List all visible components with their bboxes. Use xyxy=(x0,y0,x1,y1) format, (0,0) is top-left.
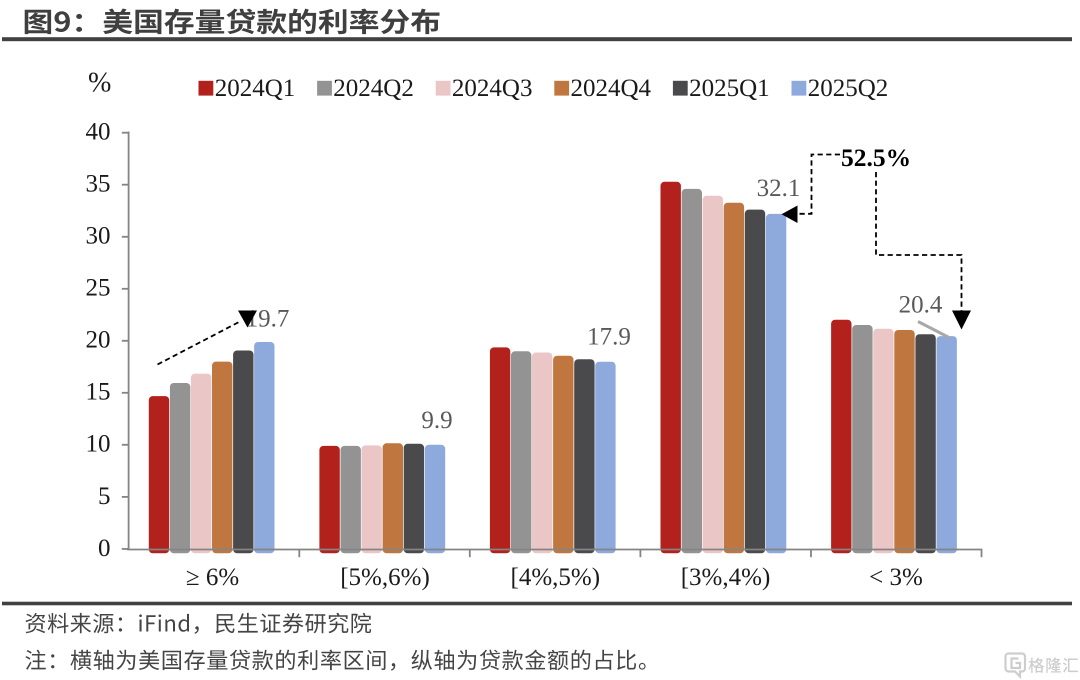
svg-text:2025Q2: 2025Q2 xyxy=(808,75,889,102)
svg-text:10: 10 xyxy=(86,431,111,458)
svg-text:9.9: 9.9 xyxy=(421,407,452,434)
svg-text:%: % xyxy=(88,67,111,98)
svg-text:2025Q1: 2025Q1 xyxy=(689,75,770,102)
svg-text:30: 30 xyxy=(86,223,111,250)
svg-text:15: 15 xyxy=(86,379,111,406)
svg-text:20.4: 20.4 xyxy=(899,292,943,319)
svg-text:17.9: 17.9 xyxy=(587,324,631,351)
svg-text:2024Q1: 2024Q1 xyxy=(215,75,296,102)
svg-text:≥ 6%: ≥ 6% xyxy=(186,564,239,591)
svg-text:5: 5 xyxy=(98,483,111,510)
svg-text:19.7: 19.7 xyxy=(246,306,290,333)
svg-text:[3%,4%): [3%,4%) xyxy=(681,564,771,591)
svg-text:35: 35 xyxy=(86,171,111,198)
svg-text:2024Q2: 2024Q2 xyxy=(333,75,414,102)
svg-text:52.5%: 52.5% xyxy=(841,143,911,172)
svg-text:[4%,5%): [4%,5%) xyxy=(511,564,601,591)
svg-text:25: 25 xyxy=(86,275,111,302)
svg-text:0: 0 xyxy=(98,535,111,562)
svg-text:[5%,6%): [5%,6%) xyxy=(340,564,430,591)
svg-text:40: 40 xyxy=(86,119,111,146)
svg-text:2024Q3: 2024Q3 xyxy=(452,75,533,102)
svg-text:< 3%: < 3% xyxy=(869,564,923,591)
svg-text:32.1: 32.1 xyxy=(757,175,801,202)
svg-text:20: 20 xyxy=(86,327,111,354)
svg-text:2024Q4: 2024Q4 xyxy=(571,75,652,102)
